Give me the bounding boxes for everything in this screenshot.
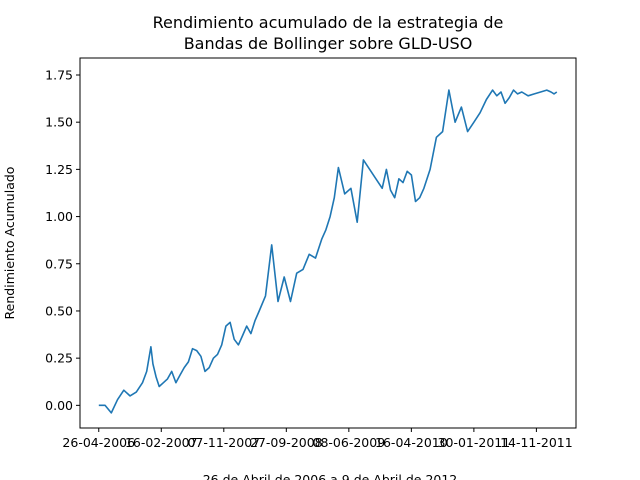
chart-title-line-2: Bandas de Bollinger sobre GLD-USO [184, 34, 473, 53]
y-tick-label: 1.75 [45, 67, 73, 82]
y-tick-label: 0.50 [45, 303, 73, 318]
x-tick-label: 14-11-2011 [500, 435, 573, 450]
y-tick-label: 1.00 [45, 209, 73, 224]
x-tick-label: 26-04-2006 [62, 435, 135, 450]
y-tick-label: 1.50 [45, 115, 73, 130]
series-line [98, 89, 558, 414]
x-tick-label: 08-06-2009 [313, 435, 386, 450]
x-tick-label: 07-11-2007 [187, 435, 260, 450]
x-tick-label: 16-02-2007 [125, 435, 198, 450]
y-tick-label: 1.25 [45, 162, 73, 177]
x-tick-label: 27-09-2008 [250, 435, 323, 450]
plot-area: 0.00 0.25 0.50 0.75 1.00 1.25 1.50 1.75 26-04-20… [45, 67, 573, 450]
y-axis-label: Rendimiento Acumulado [2, 167, 17, 320]
x-axis-label: 26 de Abril de 2006 a 9 de Abril de 2012 [203, 472, 458, 480]
y-tick-label: 0.00 [45, 398, 73, 413]
y-tick-label: 0.75 [45, 256, 73, 271]
y-tick-label: 0.25 [45, 351, 73, 366]
chart-title-line-1: Rendimiento acumulado de la estrategia d… [153, 13, 504, 32]
x-tick-label: 16-04-2010 [375, 435, 448, 450]
x-tick-label: 30-01-2011 [438, 435, 511, 450]
axes-frame [79, 57, 577, 429]
